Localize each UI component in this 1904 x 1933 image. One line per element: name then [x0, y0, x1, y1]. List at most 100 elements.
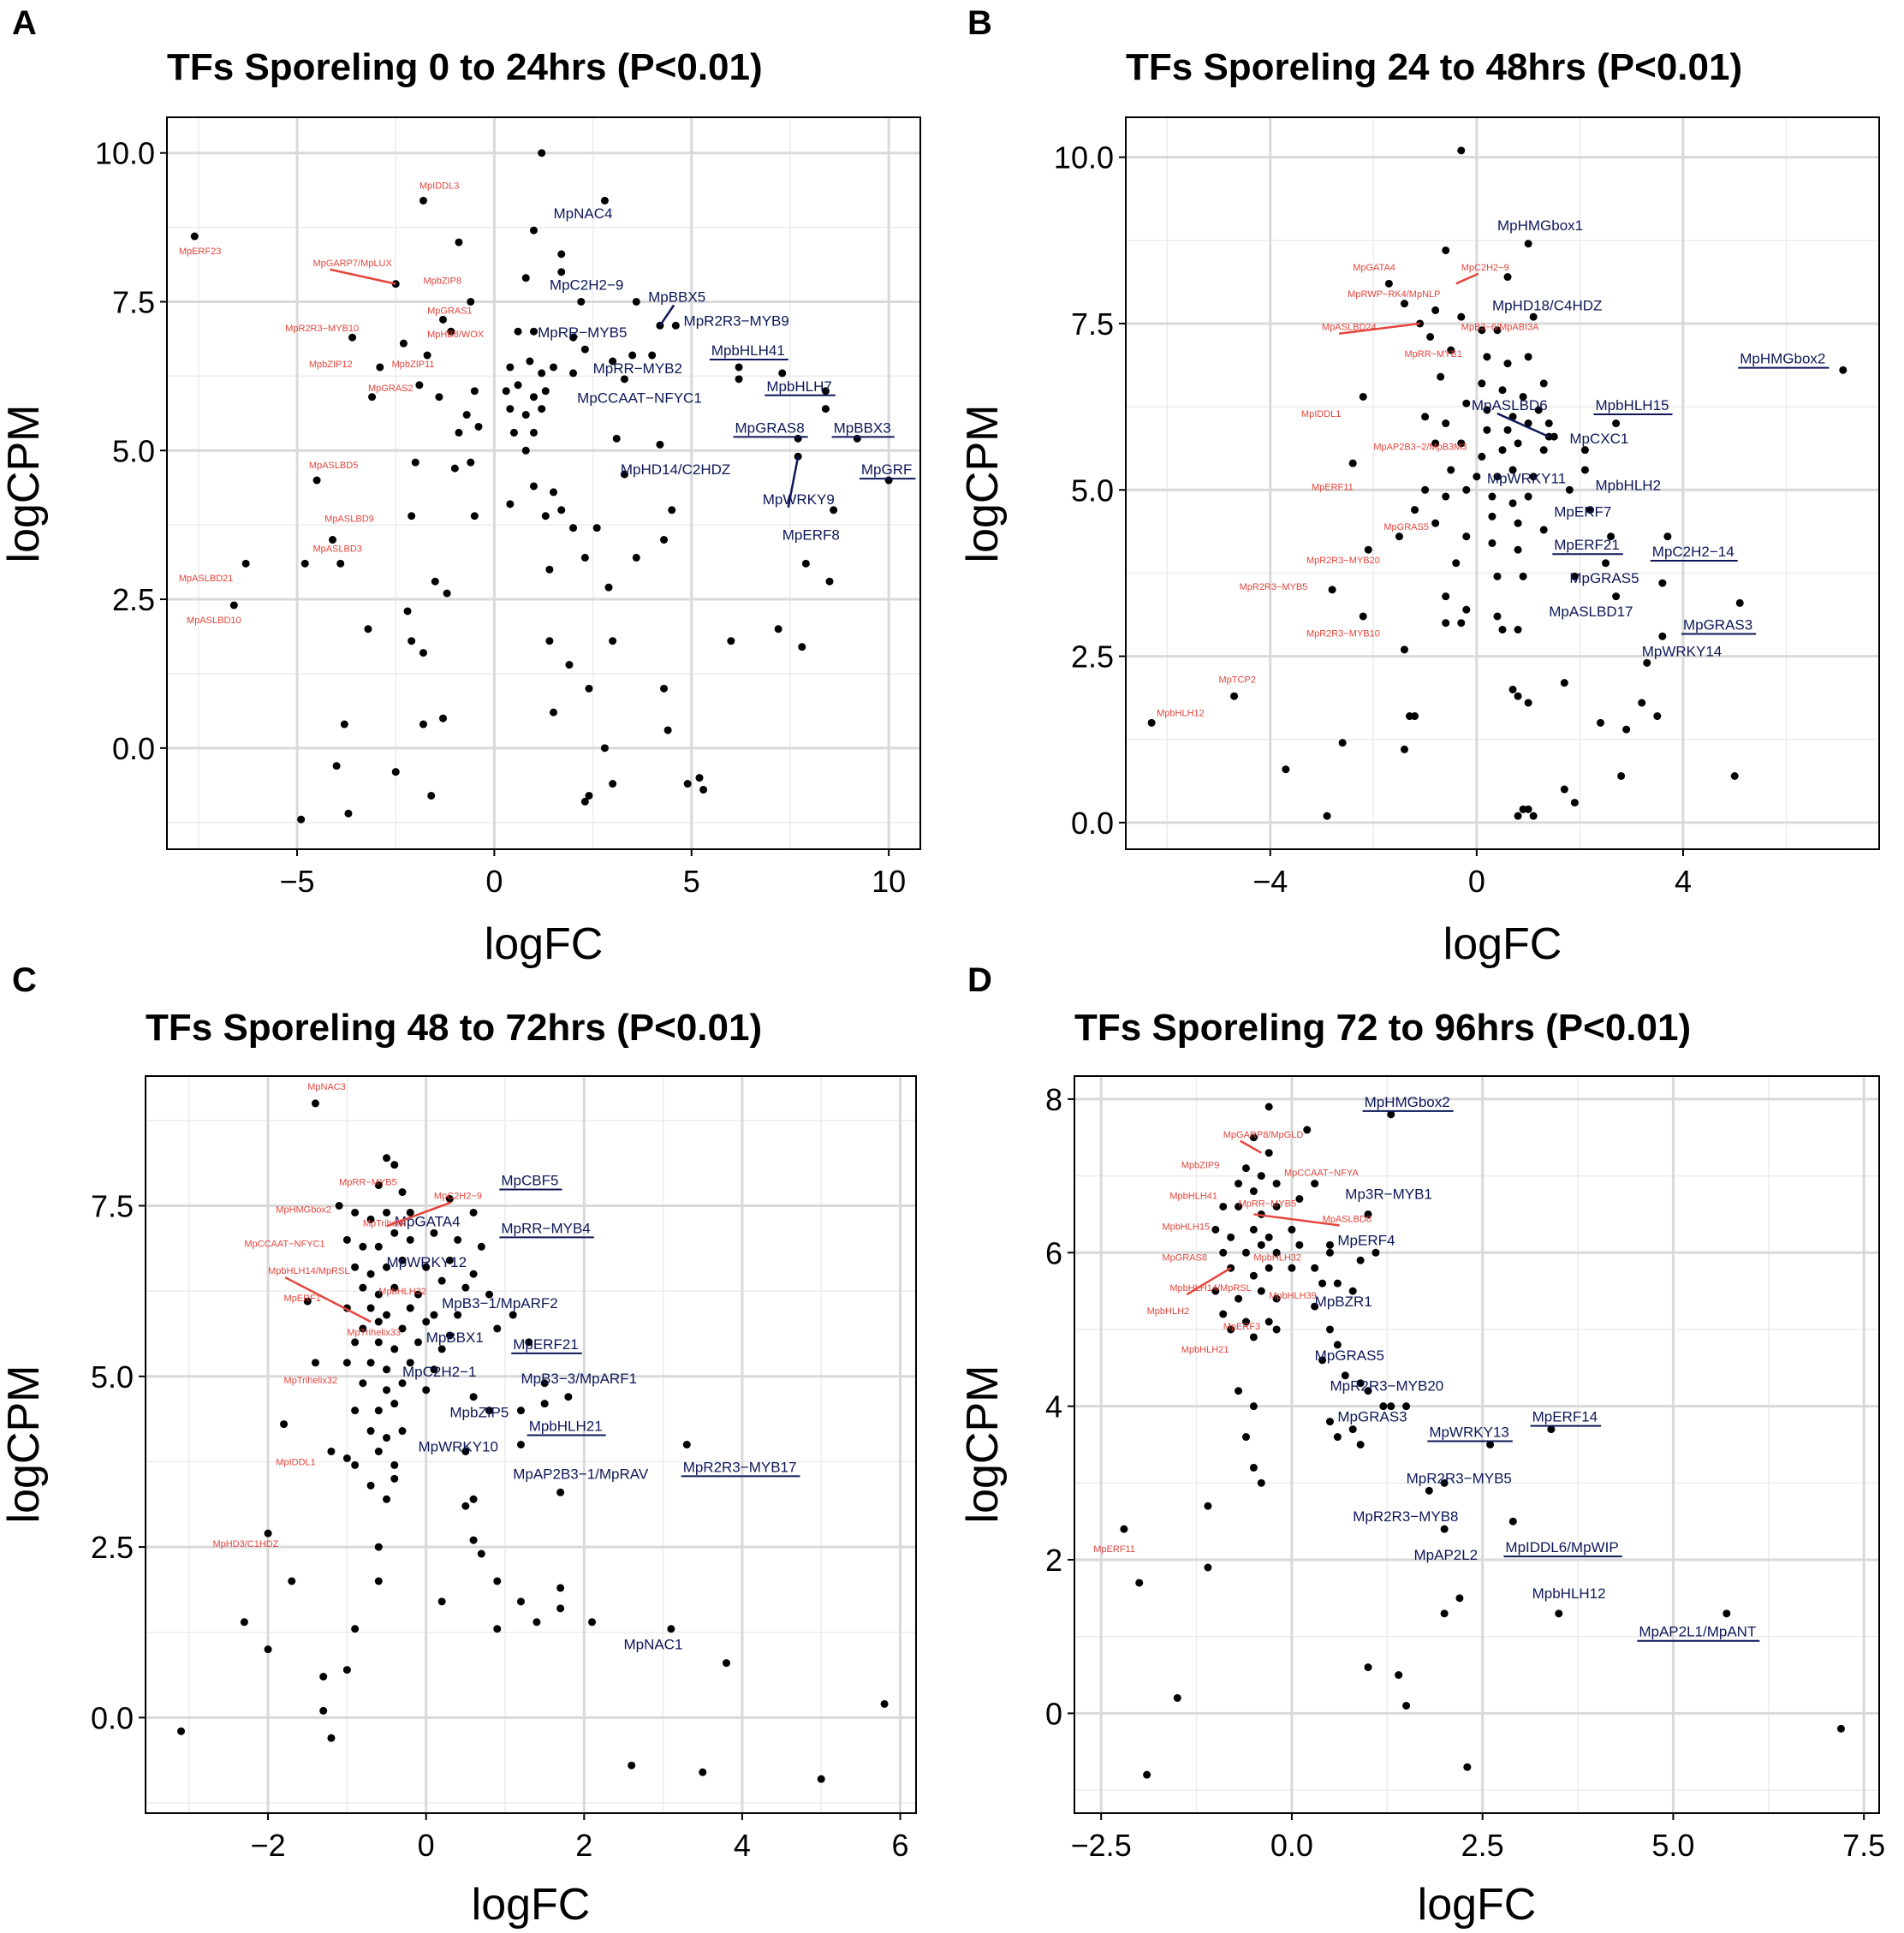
data-point [414, 1290, 422, 1299]
data-point [1529, 473, 1538, 481]
data-point [469, 1393, 478, 1401]
data-point [190, 232, 199, 241]
data-point [1400, 645, 1408, 654]
data-point [1658, 579, 1667, 587]
gene-label: MpIDDL1 [1301, 409, 1341, 419]
data-point [1658, 632, 1667, 640]
data-point [1493, 572, 1502, 580]
data-point [342, 1454, 351, 1462]
data-point [390, 1161, 399, 1169]
panel-letter: A [12, 4, 37, 42]
gene-label: MpRR−MYB2 [593, 360, 682, 377]
gene-label: MpIDDL3 [419, 181, 459, 191]
gene-labels: MpNAC4 MpC2H2−9 MpBBX5 MpR2R3−MYB9 MpRR−MYB5… [179, 181, 916, 626]
data-point [1463, 1763, 1472, 1771]
data-point [414, 1338, 422, 1347]
data-point [1264, 1233, 1273, 1241]
data-point [580, 797, 589, 806]
gene-label: MpWRKY9 [763, 491, 835, 508]
data-point [609, 357, 617, 366]
data-point [422, 1263, 431, 1271]
gene-label: MpBBX3 [834, 419, 891, 436]
data-point [319, 1706, 328, 1715]
x-tick-label: 4 [1675, 864, 1692, 899]
data-point [427, 791, 436, 800]
panel-d: D TFs Sporeling 72 to 96hrs (P<0.01) MpHMG… [958, 961, 1885, 1930]
data-point [1488, 512, 1496, 520]
data-point [1235, 1294, 1243, 1303]
y-axis-title: logCPM [958, 1365, 1008, 1524]
data-point [1264, 1264, 1273, 1272]
data-point [540, 1379, 549, 1388]
data-point [406, 1235, 414, 1244]
data-point [1612, 592, 1621, 601]
gene-label: MpbHLH15 [1162, 1222, 1210, 1232]
data-point [1356, 1441, 1365, 1448]
gene-label: MpGATA4 [1353, 263, 1395, 273]
data-point [398, 1379, 407, 1388]
data-point [1442, 419, 1450, 428]
data-point [1622, 725, 1631, 734]
data-point [580, 345, 589, 354]
data-point [1493, 612, 1502, 621]
data-point [493, 1625, 502, 1633]
gene-label: MpASLBD5 [309, 461, 358, 471]
data-points [1120, 1103, 1845, 1779]
data-point [422, 1386, 431, 1395]
data-point [1241, 1164, 1250, 1173]
gene-label: MpR2R3−MYB5 [1240, 582, 1308, 592]
data-point [529, 327, 538, 336]
data-point [727, 637, 735, 645]
gene-label: MpGARP7/MpLUX [312, 259, 392, 269]
plot-frame [166, 116, 921, 850]
y-tick-label: 0 [1045, 1696, 1062, 1731]
leader-line [787, 455, 800, 509]
gene-label: MpERF8 [782, 527, 840, 544]
gene-label: MpR2R3−MYB10 [1306, 628, 1380, 639]
y-tick-label: 0.0 [112, 731, 155, 766]
data-point [1597, 718, 1605, 727]
leader-line [1186, 1267, 1232, 1296]
data-point [521, 446, 530, 455]
data-point [1325, 1248, 1334, 1257]
gene-label: MpASLBD6 [1472, 397, 1548, 413]
y-tick-label: 2.5 [1071, 639, 1114, 675]
data-point [506, 405, 515, 413]
data-point [390, 1283, 399, 1292]
gene-label: MpbHLH39 [1269, 1291, 1317, 1301]
data-point [415, 381, 424, 390]
gene-label: MpASLBD24 [1322, 323, 1377, 333]
data-point [1235, 1180, 1243, 1188]
data-point [374, 1543, 383, 1551]
data-point [303, 1297, 312, 1306]
data-point [348, 333, 357, 342]
data-point [1400, 745, 1408, 753]
leader-line [284, 1276, 372, 1323]
data-point [1359, 392, 1367, 401]
data-point [1560, 785, 1568, 794]
gene-label: MpASLBD8 [1323, 1214, 1371, 1224]
gene-label: MpbHLH32 [378, 1287, 426, 1297]
data-point [398, 1324, 407, 1333]
gene-label: MpC2H2−1 [402, 1364, 476, 1380]
data-point [1227, 1325, 1235, 1334]
data-point [1295, 1195, 1304, 1203]
data-point [1328, 586, 1336, 594]
data-point [461, 1447, 470, 1455]
data-point [1219, 1310, 1228, 1318]
data-point [312, 476, 321, 485]
gene-label: MpbHLH12 [1157, 709, 1205, 719]
data-point [577, 297, 586, 306]
data-point [1431, 519, 1440, 527]
data-point [1498, 626, 1507, 633]
data-point [1437, 372, 1445, 381]
data-points [1147, 146, 1847, 820]
data-point [1455, 1594, 1464, 1603]
gene-label: MpbZIP5 [449, 1405, 509, 1421]
data-point [1426, 333, 1435, 341]
data-point [632, 297, 640, 306]
data-point [431, 577, 439, 586]
gene-label: MpGRAS5 [1315, 1347, 1384, 1364]
data-point [336, 559, 345, 568]
data-point [545, 565, 554, 574]
